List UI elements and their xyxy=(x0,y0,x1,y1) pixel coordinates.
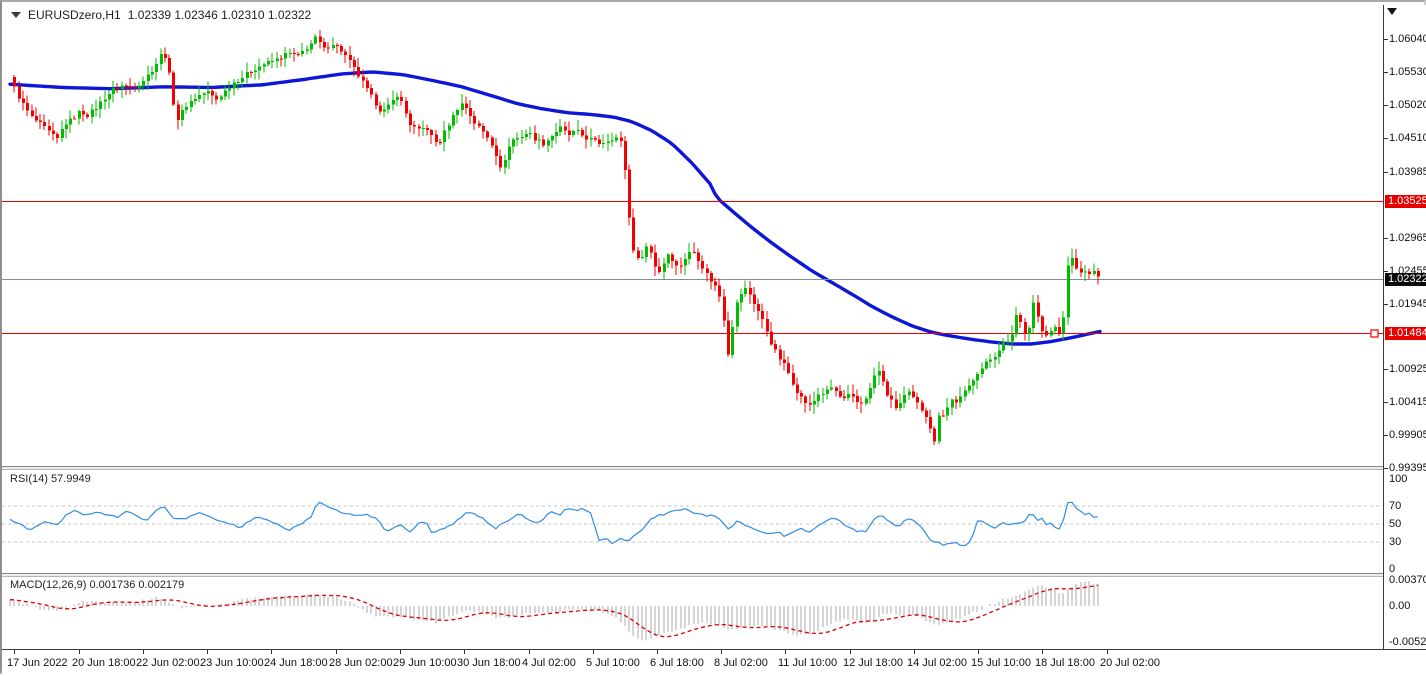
time-axis-tick xyxy=(14,650,15,654)
macd-canvas xyxy=(2,577,1383,649)
time-axis-tick xyxy=(336,650,337,654)
scroll-end-icon[interactable] xyxy=(1387,8,1397,15)
time-axis-label: 5 Jul 10:00 xyxy=(586,657,640,669)
time-axis-tick xyxy=(914,650,915,654)
time-axis-tick xyxy=(143,650,144,654)
time-axis-label: 20 Jun 18:00 xyxy=(72,657,136,669)
price-axis-tick xyxy=(1384,468,1388,469)
time-axis-tick xyxy=(657,650,658,654)
rsi-canvas xyxy=(2,470,1383,573)
time-axis-label: 12 Jul 18:00 xyxy=(843,657,903,669)
macd-scale-label: 0.00 xyxy=(1389,600,1410,612)
chart-title: EURUSDzero,H1 1.02339 1.02346 1.02310 1.… xyxy=(11,8,311,22)
time-axis-label: 15 Jul 10:00 xyxy=(971,657,1031,669)
price-axis-label: 0.99905 xyxy=(1389,429,1426,441)
time-axis-tick xyxy=(593,650,594,654)
time-axis-label: 8 Jul 02:00 xyxy=(714,657,768,669)
macd-scale-label: -0.00526 xyxy=(1389,636,1426,648)
price-axis-label: 1.05530 xyxy=(1389,66,1426,78)
price-axis-tick xyxy=(1384,304,1388,305)
time-axis-label: 30 Jun 18:00 xyxy=(457,657,521,669)
time-axis-tick xyxy=(79,650,80,654)
ohlc-quotes: 1.02339 1.02346 1.02310 1.02322 xyxy=(128,8,312,22)
macd-panel[interactable]: MACD(12,26,9) 0.001736 0.002179 xyxy=(2,577,1383,649)
time-axis-label: 29 Jun 10:00 xyxy=(393,657,457,669)
time-axis-label: 22 Jun 02:00 xyxy=(136,657,200,669)
time-axis-label: 11 Jul 10:00 xyxy=(778,657,837,669)
price-axis-label: 1.03985 xyxy=(1389,166,1426,178)
candles xyxy=(13,30,1100,445)
price-chart-canvas xyxy=(2,5,1383,466)
rsi-scale-label: 50 xyxy=(1389,518,1401,530)
time-axis-label: 4 Jul 02:00 xyxy=(522,657,576,669)
symbol-label: EURUSDzero,H1 xyxy=(28,8,121,22)
price-chart-panel[interactable] xyxy=(2,5,1383,466)
price-axis-label: 1.06040 xyxy=(1389,33,1426,45)
rsi-scale-label: 100 xyxy=(1389,473,1407,485)
rsi-scale-label: 70 xyxy=(1389,500,1401,512)
time-axis-tick xyxy=(785,650,786,654)
price-axis-tick xyxy=(1384,172,1388,173)
time-axis-tick xyxy=(400,650,401,654)
macd-scale-label: 0.003701 xyxy=(1389,574,1426,586)
price-axis[interactable]: 1.06040 1.05530 1.05020 1.04510 1.03985 1.029… xyxy=(1384,5,1426,649)
rsi-panel[interactable]: RSI(14) 57.9949 xyxy=(2,470,1383,573)
time-axis-tick xyxy=(1107,650,1108,654)
time-axis-label: 23 Jun 10:00 xyxy=(200,657,264,669)
time-axis-label: 20 Jul 02:00 xyxy=(1100,657,1160,669)
price-axis-label: 1.00925 xyxy=(1389,363,1426,375)
rsi-scale-label: 0 xyxy=(1389,563,1395,575)
price-axis-tick xyxy=(1384,369,1388,370)
time-axis-tick xyxy=(978,650,979,654)
time-axis-label: 28 Jun 02:00 xyxy=(329,657,393,669)
time-axis-label: 17 Jun 2022 xyxy=(7,657,68,669)
time-axis-tick xyxy=(529,650,530,654)
price-axis-label: 1.00415 xyxy=(1389,396,1426,408)
price-axis-tick xyxy=(1384,271,1388,272)
price-axis-label: 1.02965 xyxy=(1389,232,1426,244)
price-axis-tick xyxy=(1384,402,1388,403)
time-axis-label: 24 Jun 18:00 xyxy=(264,657,328,669)
rsi-label: RSI(14) 57.9949 xyxy=(10,473,91,485)
price-axis-tick xyxy=(1384,72,1388,73)
time-axis-tick xyxy=(1042,650,1043,654)
time-axis-label: 18 Jul 18:00 xyxy=(1035,657,1095,669)
time-axis-label: 6 Jul 18:00 xyxy=(650,657,704,669)
rsi-scale-label: 30 xyxy=(1389,536,1401,548)
time-axis-tick xyxy=(721,650,722,654)
time-axis-tick xyxy=(850,650,851,654)
price-axis-tick xyxy=(1384,39,1388,40)
price-axis-label: 1.01945 xyxy=(1389,298,1426,310)
time-axis-tick xyxy=(464,650,465,654)
time-axis-label: 14 Jul 02:00 xyxy=(907,657,967,669)
price-axis-tick xyxy=(1384,138,1388,139)
price-axis-tick xyxy=(1384,238,1388,239)
price-axis-label: 1.04510 xyxy=(1389,132,1426,144)
price-badge: 1.01484 xyxy=(1385,327,1426,340)
price-axis-tick xyxy=(1384,435,1388,436)
time-axis-tick xyxy=(271,650,272,654)
macd-label: MACD(12,26,9) 0.001736 0.002179 xyxy=(10,579,184,591)
time-axis-tick xyxy=(207,650,208,654)
price-axis-label: 1.05020 xyxy=(1389,99,1426,111)
symbol-dropdown-icon[interactable] xyxy=(11,12,21,18)
price-badge: 1.03525 xyxy=(1385,195,1426,208)
price-axis-tick xyxy=(1384,105,1388,106)
price-badge: 1.02322 xyxy=(1385,273,1426,286)
